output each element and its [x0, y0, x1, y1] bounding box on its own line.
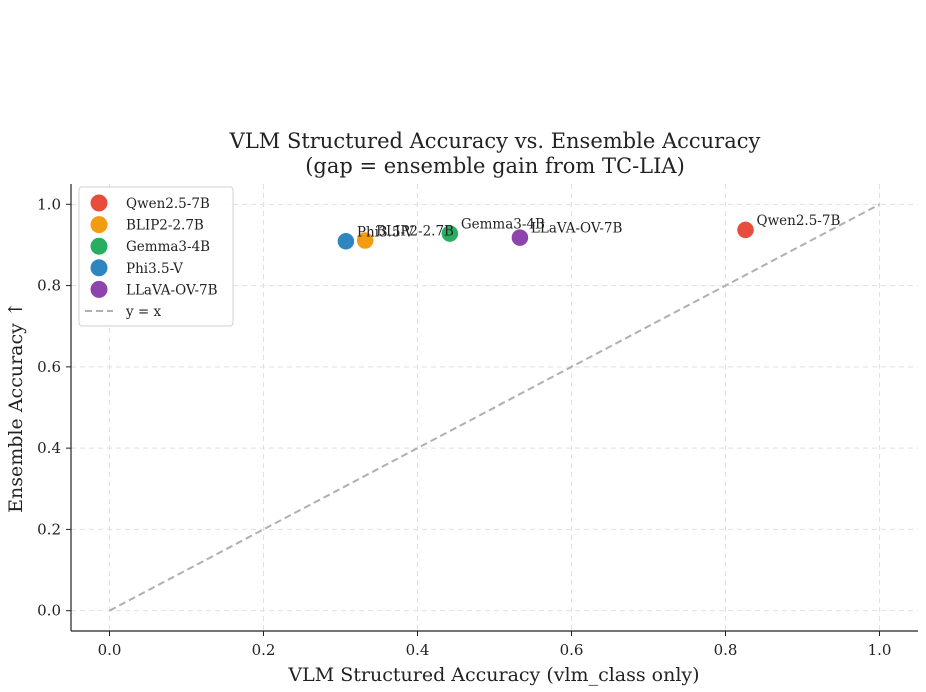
- y-tick-label: 1.0: [37, 195, 61, 213]
- legend-marker-gemma3-4b: [90, 237, 108, 255]
- grid: [71, 184, 918, 631]
- x-tick-label: 0.4: [406, 641, 430, 659]
- point-blip2-2-7b: [355, 230, 375, 251]
- point-label-qwen2-5-7b: Qwen2.5-7B: [757, 213, 841, 229]
- point-label-blip2-2-7b: BLIP2-2.7B: [376, 223, 454, 239]
- y-axis-label: Ensemble Accuracy ↑: [5, 301, 27, 513]
- data-points: [336, 220, 756, 252]
- legend-label-blip2-2-7b: BLIP2-2.7B: [126, 218, 204, 234]
- chart-subtitle: (gap = ensemble gain from TC-LIA): [305, 154, 685, 178]
- x-tick-label: 0.6: [560, 641, 584, 659]
- y-tick-label: 0.6: [37, 358, 61, 376]
- axis-ticks: 0.0 0.2 0.4 0.6 0.8 1.0 0.0 0.2 0.4 0.6 0.8 1.0: [37, 195, 891, 659]
- x-tick-label: 0.8: [714, 641, 738, 659]
- y-tick-label: 0.4: [37, 439, 61, 457]
- legend-marker-qwen2-5-7b: [90, 194, 108, 212]
- y-tick-label: 0.0: [37, 602, 61, 620]
- x-tick-label: 1.0: [868, 641, 892, 659]
- point-label-llava-ov-7b: LLaVA-OV-7B: [531, 221, 623, 237]
- x-tick-label: 0.2: [252, 641, 276, 659]
- point-label-gemma3-4b: Gemma3-4B: [461, 217, 545, 233]
- y-tick-label: 0.8: [37, 277, 61, 295]
- legend-label-qwen2-5-7b: Qwen2.5-7B: [126, 196, 210, 212]
- x-tick-label: 0.0: [98, 641, 122, 659]
- y-tick-label: 0.2: [37, 520, 61, 538]
- point-llava-ov-7b: [510, 227, 530, 248]
- chart-title: VLM Structured Accuracy vs. Ensemble Acc…: [229, 129, 761, 153]
- legend-box: [78, 186, 234, 327]
- legend-marker-phi3-5-v: [90, 259, 108, 277]
- point-qwen2-5-7b: [735, 220, 756, 240]
- legend-label-llava-ov-7b: LLaVA-OV-7B: [126, 282, 218, 298]
- point-labels: Qwen2.5-7B BLIP2-2.7B Gemma3-4B Phi3.5-V LLa…: [357, 213, 841, 240]
- point-phi3-5-v: [336, 231, 356, 252]
- legend: Qwen2.5-7B BLIP2-2.7B Gemma3-4B Phi3.5-V LLa…: [78, 186, 234, 327]
- legend-marker-blip2-2-7b: [90, 216, 108, 234]
- legend-marker-llava-ov-7b: [90, 280, 108, 298]
- x-axis-label: VLM Structured Accuracy (vlm_class only): [287, 664, 699, 686]
- legend-label-reference-line: y = x: [125, 304, 162, 320]
- point-label-phi3-5-v: Phi3.5-V: [357, 224, 414, 240]
- point-gemma3-4b: [440, 223, 460, 244]
- legend-label-gemma3-4b: Gemma3-4B: [126, 239, 210, 255]
- reference-line-y-equals-x: [109, 203, 880, 612]
- legend-label-phi3-5-v: Phi3.5-V: [126, 261, 183, 277]
- legend-items: Qwen2.5-7B BLIP2-2.7B Gemma3-4B Phi3.5-V LLa…: [85, 194, 218, 320]
